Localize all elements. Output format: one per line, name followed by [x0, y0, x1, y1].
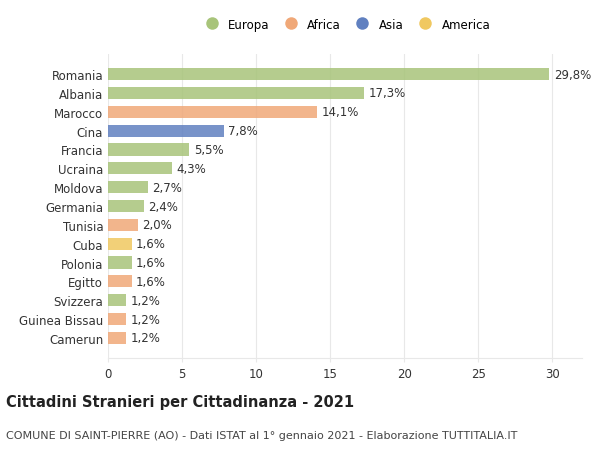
Text: 1,2%: 1,2% — [130, 294, 160, 307]
Text: 2,0%: 2,0% — [142, 219, 172, 232]
Bar — [108, 313, 126, 325]
Text: 5,5%: 5,5% — [194, 144, 224, 157]
Bar — [108, 125, 224, 137]
Bar — [108, 163, 172, 175]
Text: 2,4%: 2,4% — [148, 200, 178, 213]
Bar — [108, 106, 317, 119]
Bar — [108, 201, 143, 213]
Bar — [108, 69, 550, 81]
Text: 1,6%: 1,6% — [136, 257, 166, 269]
Bar — [108, 257, 132, 269]
Bar — [108, 88, 364, 100]
Bar — [108, 238, 132, 250]
Legend: Europa, Africa, Asia, America: Europa, Africa, Asia, America — [200, 18, 490, 32]
Text: 14,1%: 14,1% — [322, 106, 359, 119]
Bar — [108, 276, 132, 288]
Bar — [108, 144, 190, 156]
Bar — [108, 332, 126, 344]
Text: Cittadini Stranieri per Cittadinanza - 2021: Cittadini Stranieri per Cittadinanza - 2… — [6, 394, 354, 409]
Text: 1,6%: 1,6% — [136, 238, 166, 251]
Text: 17,3%: 17,3% — [369, 87, 406, 100]
Bar — [108, 294, 126, 307]
Text: 1,2%: 1,2% — [130, 313, 160, 326]
Text: 1,2%: 1,2% — [130, 332, 160, 345]
Text: 1,6%: 1,6% — [136, 275, 166, 288]
Bar — [108, 182, 148, 194]
Text: COMUNE DI SAINT-PIERRE (AO) - Dati ISTAT al 1° gennaio 2021 - Elaborazione TUTTI: COMUNE DI SAINT-PIERRE (AO) - Dati ISTAT… — [6, 431, 517, 440]
Text: 29,8%: 29,8% — [554, 68, 591, 81]
Bar — [108, 219, 137, 231]
Text: 7,8%: 7,8% — [228, 125, 258, 138]
Text: 2,7%: 2,7% — [152, 181, 182, 194]
Text: 4,3%: 4,3% — [176, 162, 206, 175]
